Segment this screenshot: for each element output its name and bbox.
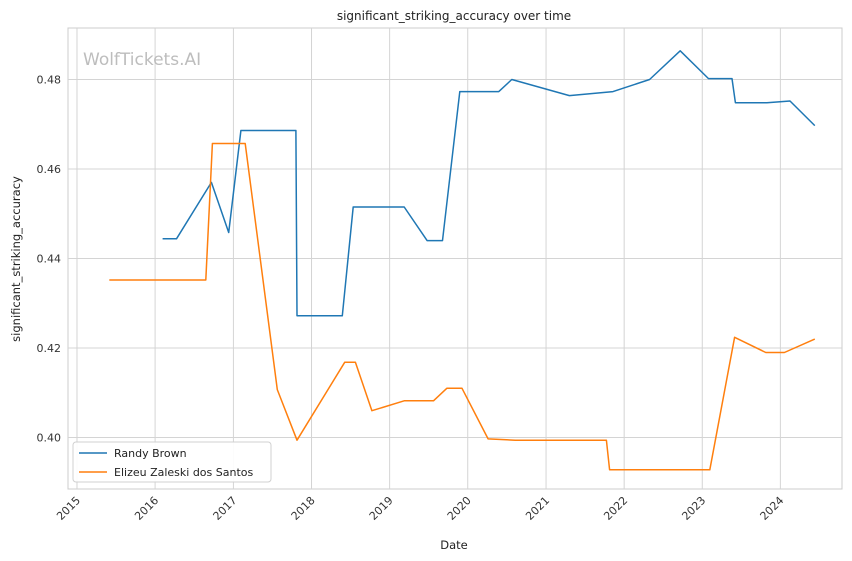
y-tick-label: 0.44: [37, 253, 62, 266]
y-tick-label: 0.40: [37, 432, 62, 445]
y-axis-label: significant_striking_accuracy: [9, 176, 23, 342]
series-layer: [109, 50, 816, 471]
legend-box: [72, 441, 272, 483]
legend-label-randy-brown: Randy Brown: [114, 447, 187, 460]
series-line-randy-brown: [162, 50, 816, 317]
series-line-elizeu-zaleski-dos-santos: [109, 142, 816, 471]
y-tick-label: 0.48: [37, 73, 62, 86]
y-tick-label: 0.42: [37, 342, 62, 355]
y-axis-ticks: 0.40 0.42 0.44 0.46 0.48: [37, 73, 62, 444]
chart-title: significant_striking_accuracy over time: [337, 9, 571, 23]
x-axis-label: Date: [440, 538, 468, 552]
legend: Randy Brown Elizeu Zaleski dos Santos: [72, 441, 272, 483]
y-tick-label: 0.46: [37, 163, 62, 176]
gridlines: [68, 28, 842, 489]
plot-area: WolfTickets.AI: [67, 27, 843, 490]
legend-label-elizeu-zaleski-dos-santos: Elizeu Zaleski dos Santos: [114, 466, 254, 479]
watermark: WolfTickets.AI: [83, 50, 201, 70]
